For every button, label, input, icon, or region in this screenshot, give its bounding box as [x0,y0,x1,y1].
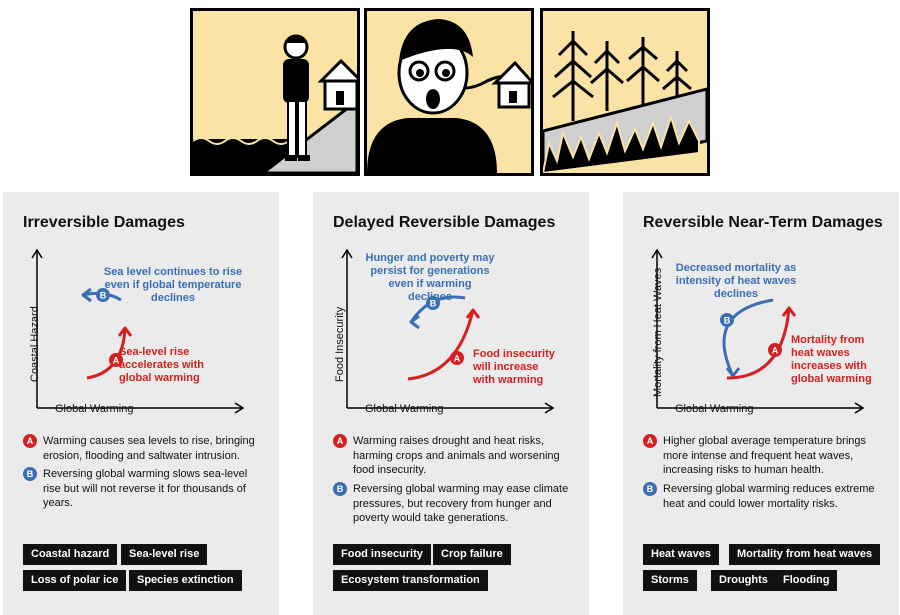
note-b: B Reversing global warming slows sea-lev… [23,467,263,511]
x-axis-label: Global Warming [55,403,134,415]
keyword-tag: Ecosystem transformation [333,570,488,591]
a-marker: A [109,353,123,367]
a-badge: A [23,434,37,448]
red-curve [407,309,475,381]
red-annotation: Sea-level rise accelerates with global w… [119,346,204,384]
panel-3: Reversible Near-Term Damages B A Mortali… [623,192,899,615]
red-arrow-head [781,306,797,317]
keyword-tag: Loss of polar ice [23,570,127,591]
y-axis-label: Coastal Hazard [29,306,41,382]
a-marker: A [450,351,464,365]
note-a: A Warming causes sea levels to rise, bri… [23,434,263,463]
note-b-text: Reversing global warming slows sea-level… [43,468,248,509]
keyword-tag: Droughts [711,570,776,591]
illustration-worried-person [364,8,534,176]
x-axis-label: Global Warming [675,403,754,415]
b-badge: B [643,482,657,496]
svg-text:B: B [724,316,731,326]
note-a-text: Warming causes sea levels to rise, bring… [43,435,255,462]
illustration-wildfire [540,8,710,176]
blue-annotation: Sea level continues to rise even if glob… [103,266,243,304]
x-axis-arrow [854,402,865,414]
keyword-tag: Species extinction [129,570,242,591]
panel-2: Delayed Reversible Damages B A Food Inse… [313,192,589,615]
panel-title: Reversible Near-Term Damages [643,214,883,231]
red-annotation: Mortality from heat waves increases with… [791,334,872,385]
b-marker: B [720,313,734,327]
keyword-tag: Sea-level rise [121,544,208,565]
b-badge: B [333,482,347,496]
panel-1: Irreversible Damages B A Coastal Hazard … [3,192,279,615]
damage-curve-graph: B A [651,248,865,414]
y-axis-arrow [31,248,43,259]
damage-curve-graph: B A [31,248,245,414]
a-badge: A [333,434,347,448]
note-a: A Warming raises drought and heat risks,… [333,434,573,478]
y-axis-arrow [651,248,663,259]
y-axis-label: Food Insecurity [334,306,346,382]
note-b-text: Reversing global warming reduces extreme… [663,483,875,510]
note-b-text: Reversing global warming may ease climat… [353,483,569,524]
keyword-tag: Food insecurity [333,544,431,565]
note-a-text: Higher global average temperature brings… [663,435,867,476]
note-b: B Reversing global warming reduces extre… [643,482,883,511]
red-curve [726,307,791,380]
svg-text:A: A [454,354,461,364]
x-axis-arrow [234,402,245,414]
blue-arrow-head [725,367,741,378]
note-b: B Reversing global warming may ease clim… [333,482,573,526]
note-a-text: Warming raises drought and heat risks, h… [353,435,560,476]
keyword-tag: Flooding [775,570,838,591]
damage-curve-graph: B A [341,248,555,414]
illustration-flooded-house [190,8,360,176]
y-axis-arrow [341,248,353,259]
keyword-tag: Crop failure [433,544,511,565]
panel-title: Delayed Reversible Damages [333,214,556,231]
x-axis-arrow [544,402,555,414]
b-marker: B [96,288,110,302]
svg-text:B: B [100,291,107,301]
keyword-tag: Mortality from heat waves [729,544,881,565]
blue-annotation: Decreased mortality as intensity of heat… [675,262,797,300]
b-marker: B [426,296,440,310]
y-axis-label: Mortality from Heat Waves [652,267,664,397]
svg-text:A: A [772,346,779,356]
keyword-tag: Storms [643,570,697,591]
red-arrow-head [465,308,481,319]
keyword-tag: Coastal hazard [23,544,118,565]
blue-arrow-head [81,287,92,303]
a-marker: A [768,343,782,357]
svg-text:B: B [430,299,437,309]
panel-title: Irreversible Damages [23,214,185,231]
blue-annotation: Hunger and poverty may persist for gener… [365,252,495,303]
a-badge: A [643,434,657,448]
x-axis-label: Global Warming [365,403,444,415]
note-a: A Higher global average temperature brin… [643,434,883,478]
red-annotation: Food insecurity will increase with warmi… [473,348,555,386]
b-badge: B [23,467,37,481]
keyword-tag: Heat waves [643,544,719,565]
red-arrow-head [117,326,133,337]
blue-arrow-head [409,314,420,330]
svg-text:A: A [113,356,120,366]
